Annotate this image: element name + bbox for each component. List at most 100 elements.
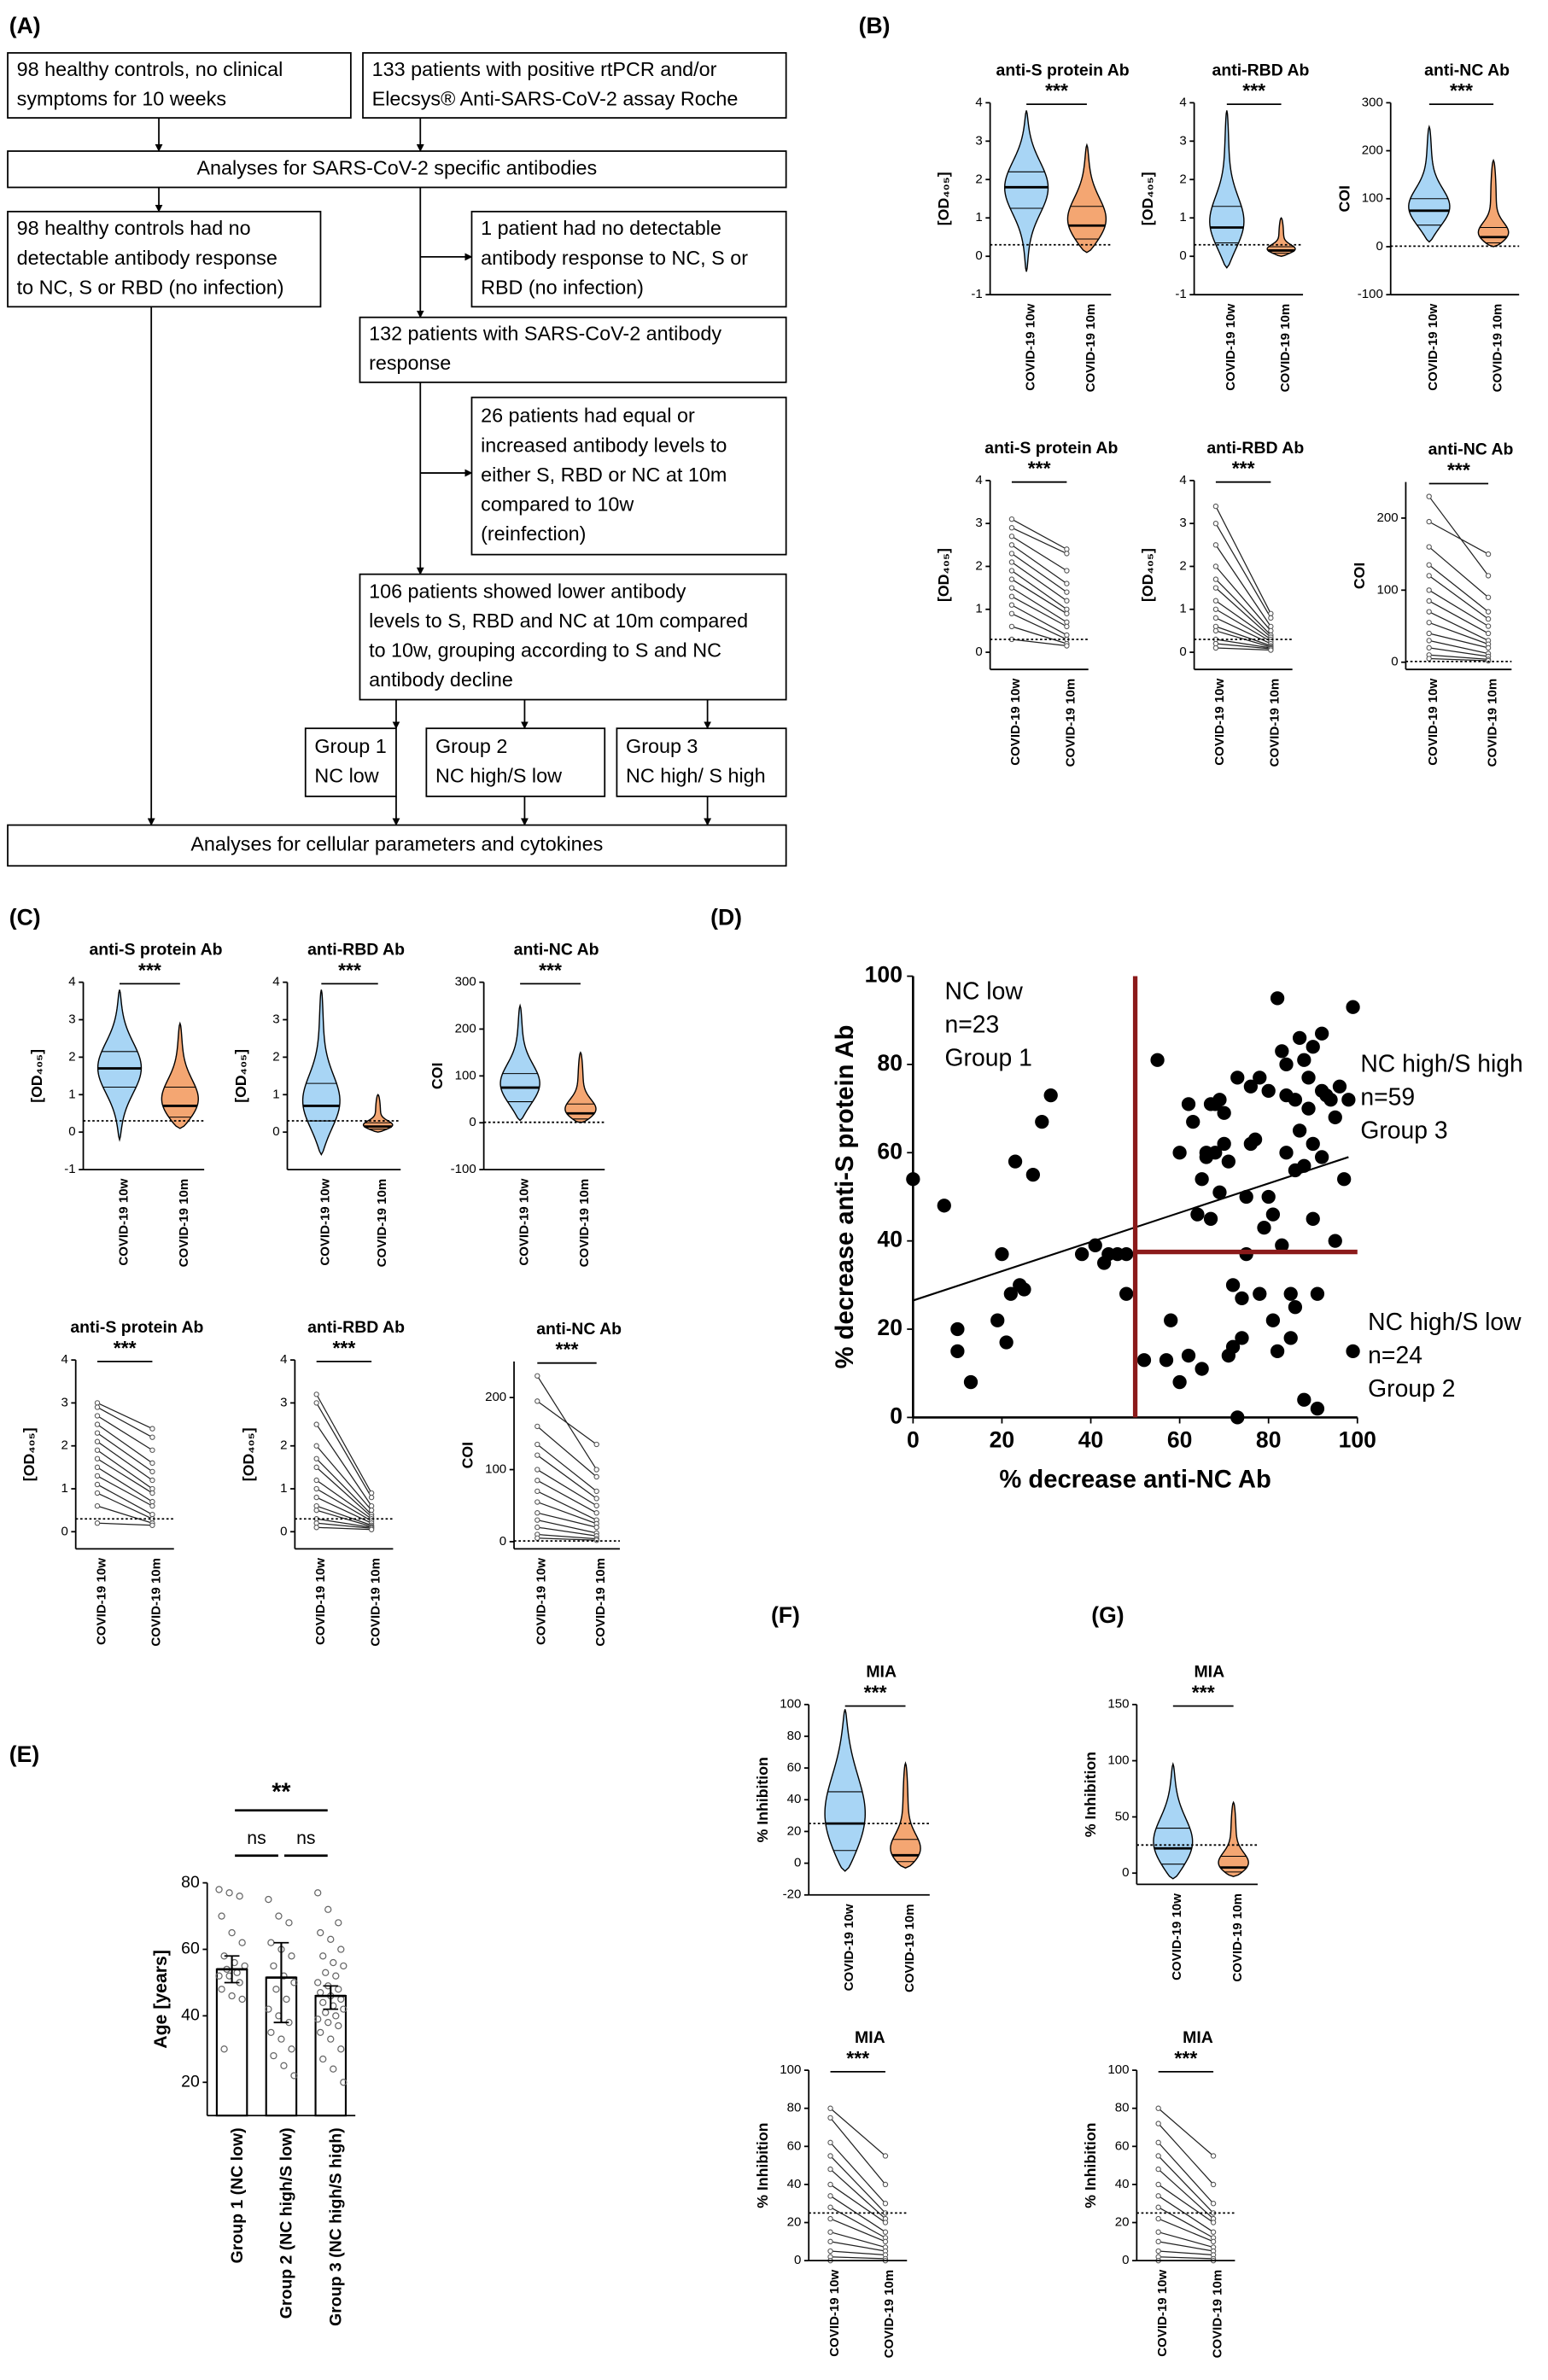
y-axis-label: [OD₄₀₅] — [240, 1427, 257, 1481]
y-tick-label: 40 — [787, 2177, 802, 2191]
chart-title: MIA — [1194, 1663, 1224, 1682]
flow-text: compared to 10w — [481, 493, 634, 515]
flow-text: (reinfection) — [481, 522, 586, 545]
pair-point — [1155, 2204, 1161, 2210]
pair-point — [1212, 521, 1219, 527]
bar-point — [265, 2005, 272, 2013]
y-tick-label: 1 — [68, 1087, 75, 1101]
bar-point — [322, 1969, 330, 1976]
y-tick-label: 100 — [455, 1068, 476, 1082]
violin — [1477, 158, 1510, 248]
scatter-point — [1243, 1079, 1259, 1094]
pair-line — [1158, 2256, 1214, 2260]
x-tick-label: COVID-19 10w — [1224, 303, 1238, 390]
y-tick-label: 20 — [787, 1823, 802, 1838]
pair-point — [149, 1447, 155, 1453]
y-tick-label: 3 — [272, 1012, 279, 1026]
x-tick-label: COVID-19 10w — [1023, 303, 1037, 390]
scatter-point — [1341, 1093, 1356, 1107]
y-axis-label: COI — [1351, 563, 1368, 589]
pair-line — [1011, 570, 1067, 610]
pair-line — [830, 2142, 886, 2204]
y-tick-label: 3 — [1179, 516, 1186, 530]
pair-point — [1426, 544, 1432, 550]
y-tick-label: 200 — [1376, 510, 1398, 525]
y-tick-label: 200 — [455, 1021, 476, 1035]
x-tick-label: 100 — [1339, 1427, 1376, 1453]
x-tick-label: COVID-19 10w — [534, 1558, 549, 1645]
scatter-point — [1306, 1136, 1320, 1152]
pair-point — [1008, 610, 1015, 616]
pair-point — [1212, 585, 1219, 591]
pair-line — [1215, 587, 1271, 638]
x-tick-label: COVID-19 10w — [313, 1558, 328, 1645]
scatter-point — [1136, 1353, 1152, 1368]
pair-line — [1158, 2108, 1214, 2156]
bar-point — [290, 1979, 298, 1986]
pair-point — [593, 1496, 599, 1502]
pair-point — [1155, 2181, 1161, 2188]
chart-title: anti-NC Ab — [536, 1320, 622, 1339]
pair-line — [830, 2195, 886, 2233]
pair-line — [316, 1518, 372, 1528]
flow-text: 133 patients with positive rtPCR and/or — [372, 58, 717, 80]
x-tick-label: COVID-19 10w — [842, 1904, 856, 1991]
chart-title: anti-S protein Ab — [70, 1318, 203, 1337]
pair-point — [1008, 568, 1015, 574]
pair-point — [593, 1488, 599, 1495]
bar-point — [319, 1952, 327, 1960]
flow-text: 132 patients with SARS-CoV-2 antibody — [369, 323, 721, 345]
violin — [1218, 1800, 1249, 1877]
scatter-point — [1208, 1146, 1223, 1160]
pair-line — [1428, 600, 1489, 634]
pair-line — [316, 1424, 372, 1507]
scatter-point — [1265, 1207, 1281, 1222]
pair-point — [534, 1398, 540, 1404]
bar-point — [238, 1995, 246, 2004]
y-axis-label: % decrease anti-S protein Ab — [832, 1025, 859, 1369]
bar-point — [288, 1952, 295, 1960]
annotation: Group 3 — [1360, 1117, 1447, 1144]
pair-point — [534, 1524, 540, 1531]
flow-box — [470, 210, 787, 308]
flow-text: NC high/ S high — [626, 764, 766, 786]
scatter-point — [1337, 1172, 1352, 1187]
y-axis-label: [OD₄₀₅] — [1139, 172, 1156, 225]
y-tick-label: 3 — [1179, 133, 1186, 148]
y-tick-label: 0 — [1122, 2253, 1129, 2267]
pair-point — [1155, 2248, 1161, 2255]
pair-line — [1158, 2241, 1214, 2252]
pair-point — [1212, 645, 1219, 651]
y-tick-label: 1 — [272, 1087, 279, 1101]
pair-line — [537, 1533, 597, 1540]
pair-line — [1215, 522, 1271, 619]
annotation: NC high/S high — [1360, 1050, 1522, 1077]
y-axis-label: COI — [459, 1442, 476, 1468]
pair-point — [593, 1467, 599, 1473]
pair-point — [1008, 516, 1015, 522]
scatter-point — [963, 1374, 978, 1390]
pair-line — [1428, 621, 1489, 645]
pair-point — [1212, 576, 1219, 582]
bar-point — [265, 1895, 272, 1904]
scatter-point — [1150, 1053, 1165, 1067]
x-tick-label: COVID-19 10w — [1155, 2269, 1170, 2356]
flow-text: Elecsys® Anti-SARS-CoV-2 assay Roche — [372, 87, 739, 109]
bar-point — [290, 2072, 298, 2080]
y-tick-label: 2 — [68, 1049, 75, 1064]
bar-point — [270, 2051, 277, 2060]
flow-text: 98 healthy controls, no clinical — [17, 58, 283, 80]
flow-text: antibody decline — [369, 668, 513, 691]
y-tick-label: 0 — [794, 2253, 801, 2267]
bar-point — [332, 2012, 340, 2020]
y-tick-label: 100 — [1376, 582, 1398, 597]
bar-point — [314, 1889, 322, 1897]
bar-point — [277, 2035, 285, 2043]
significance-label: ** — [272, 1779, 290, 1806]
x-tick-label: 40 — [1078, 1427, 1104, 1453]
pair-line — [1428, 639, 1489, 655]
significance-label: *** — [539, 959, 562, 981]
pair-point — [827, 2181, 833, 2188]
pair-point — [593, 1510, 599, 1516]
y-tick-label: 80 — [181, 1873, 200, 1892]
